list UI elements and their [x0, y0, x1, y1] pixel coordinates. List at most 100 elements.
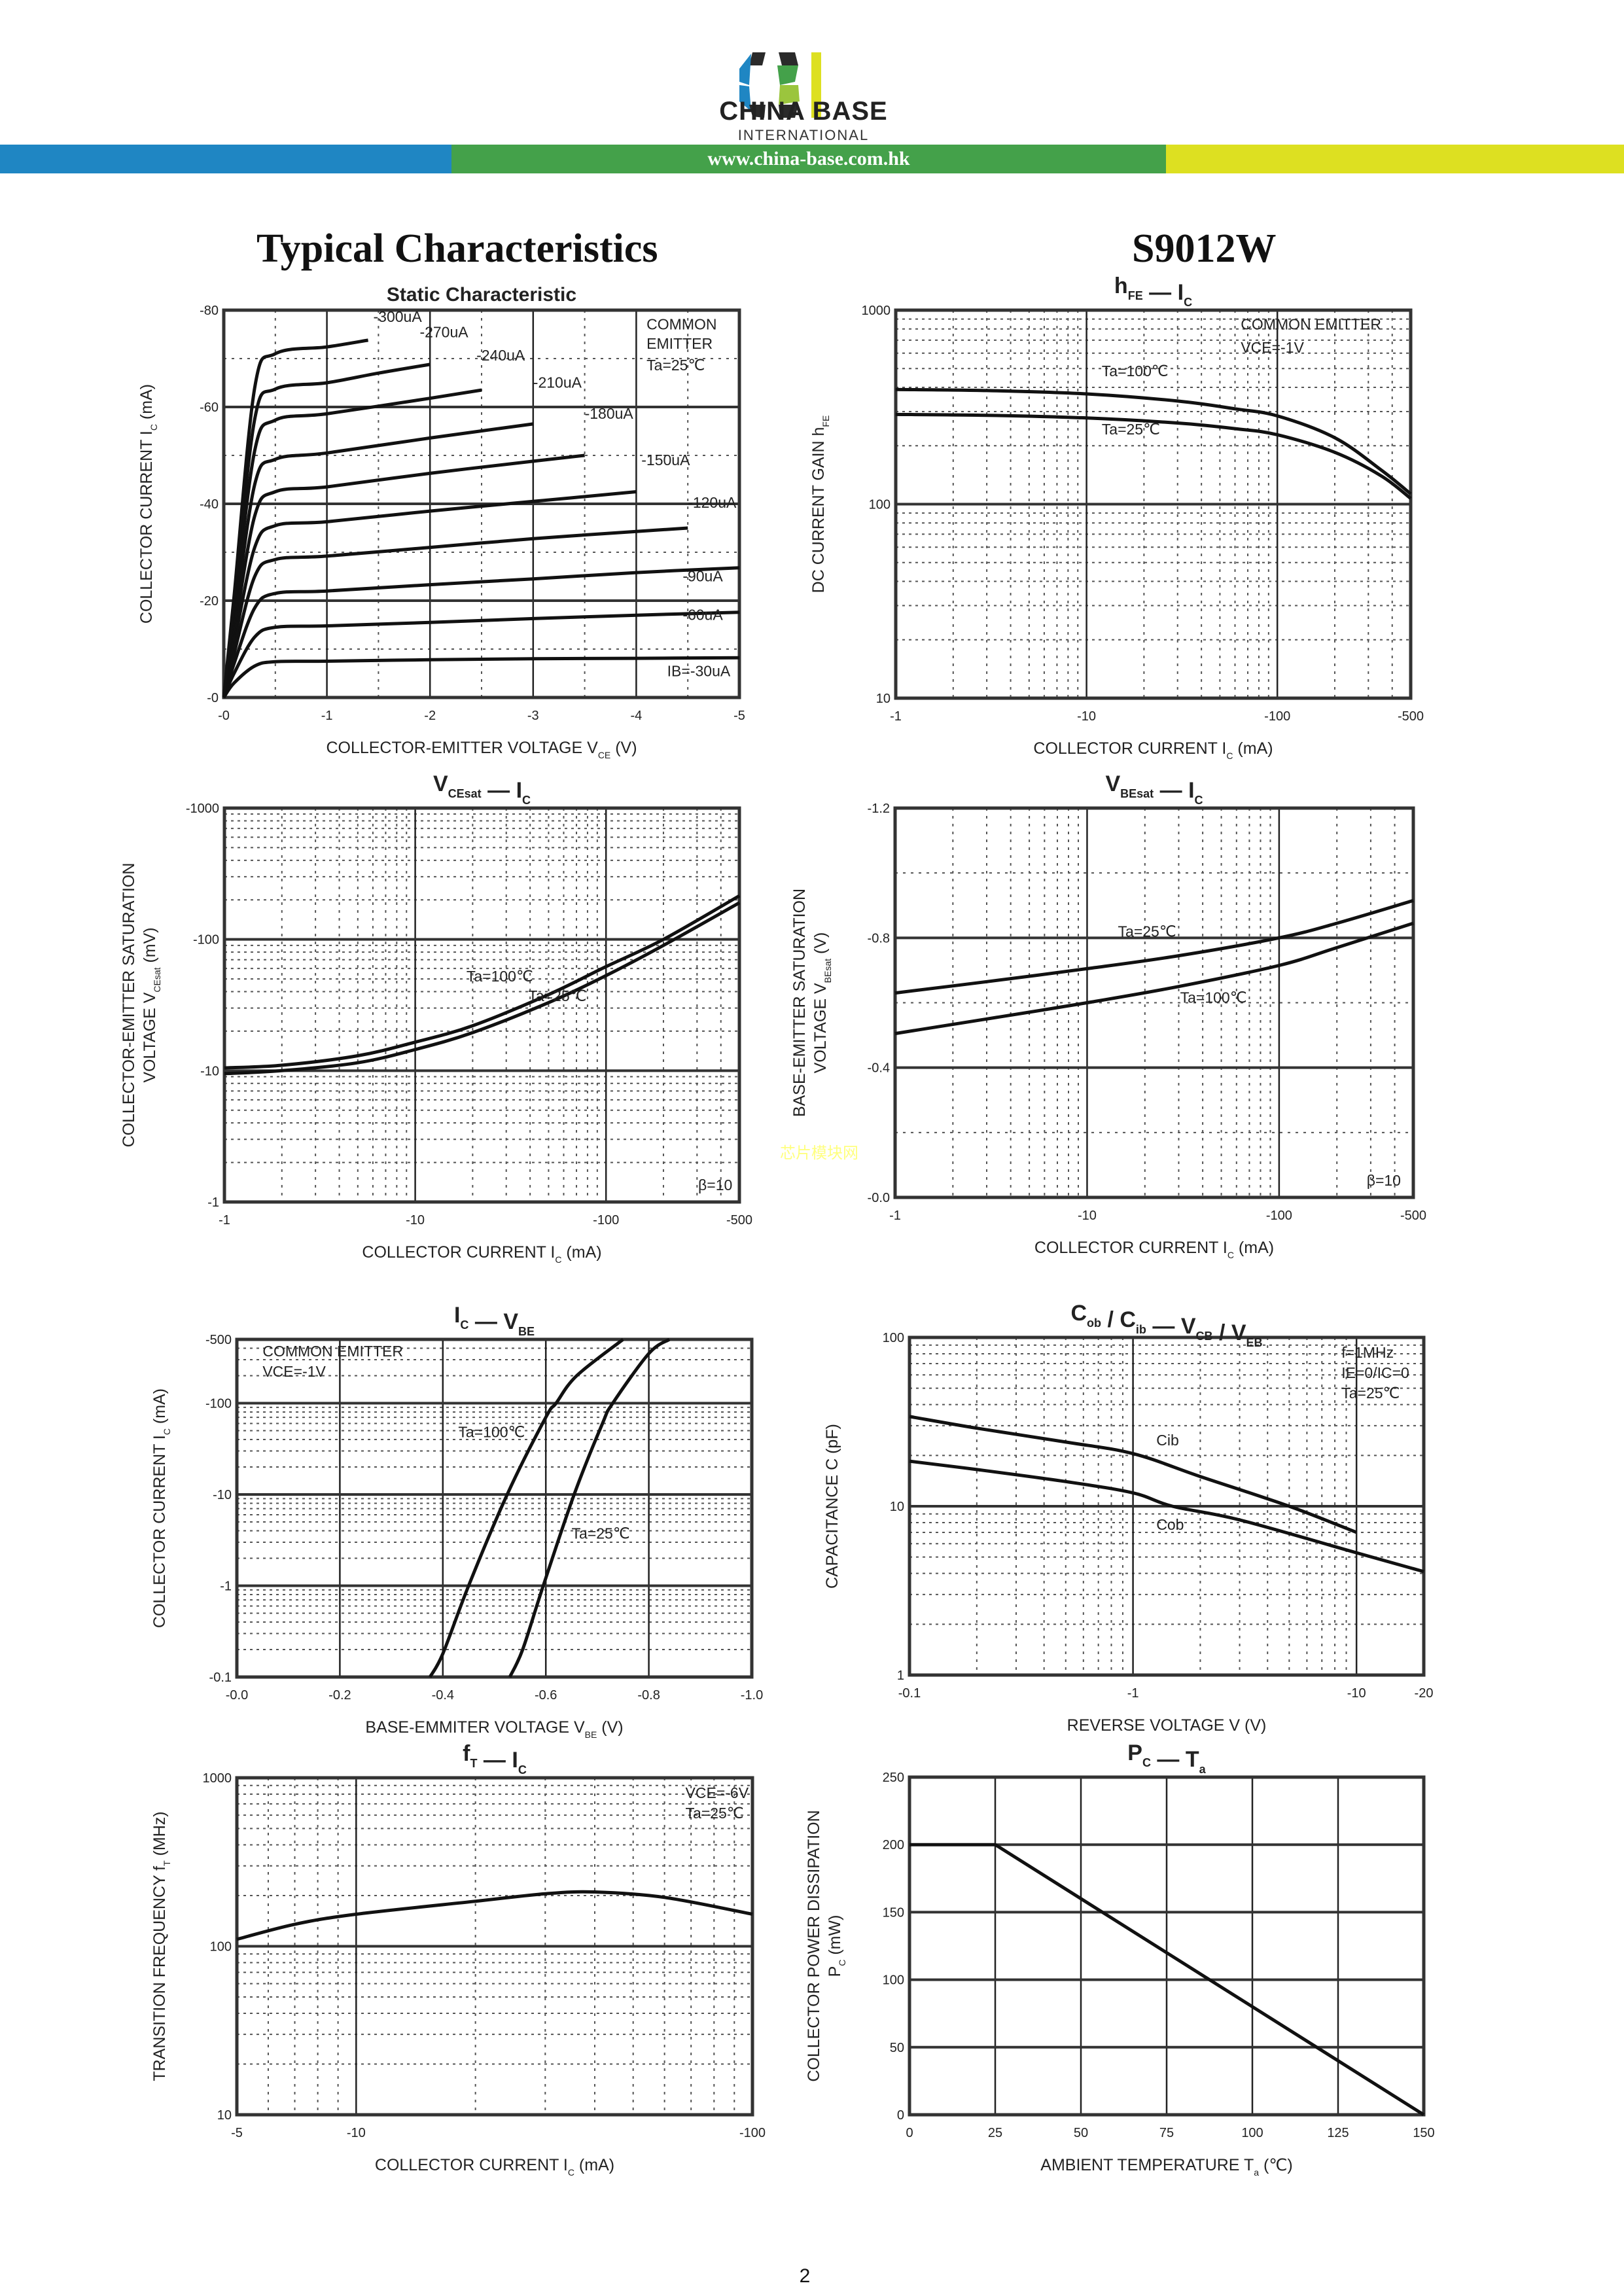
- title-part: P: [1127, 1740, 1142, 1765]
- title-sub: CB: [1196, 1330, 1213, 1343]
- title-separator: —: [1143, 280, 1178, 305]
- x-tick-label: 150: [1413, 2126, 1434, 2140]
- y-tick-label: -60: [200, 400, 219, 415]
- chart-static: -0 -1 -2 -3 -4 -5 -0 -20 -40 -60 -80 Static Charact…: [137, 284, 745, 760]
- x-tick-label: -5: [733, 709, 745, 723]
- title-sub: C: [1184, 296, 1192, 309]
- x-axis-label-sub: C: [568, 2167, 574, 2178]
- x-axis-label: COLLECTOR CURRENT IC (mA): [1033, 739, 1273, 761]
- x-axis-label: COLLECTOR CURRENT IC (mA): [375, 2156, 614, 2178]
- company-logo: [739, 52, 821, 118]
- y-tick-label: 100: [883, 1331, 904, 1345]
- x-tick-label: -0.8: [637, 1688, 660, 1703]
- y-tick-label: 10: [217, 2108, 232, 2123]
- series-line--180uA: [222, 453, 585, 698]
- y-tick-label: -40: [200, 497, 219, 512]
- chart-annotation: Ta=25℃: [1341, 1385, 1400, 1402]
- title-sub: C: [522, 794, 531, 807]
- y-axis-label-unit: (mW): [826, 1915, 844, 1960]
- gridlines: [236, 1776, 754, 2116]
- y-axis-label-text: COLLECTOR-EMITTER SATURATION: [120, 863, 138, 1148]
- x-axis-label-sub: CE: [598, 750, 610, 760]
- title-separator: /: [1101, 1307, 1120, 1332]
- x-axis-label-sub: BE: [585, 1729, 597, 1740]
- chart-annotation: COMMON EMITTER: [262, 1343, 403, 1360]
- watermark: 芯片模块网: [780, 1144, 858, 1162]
- x-tick-label: 75: [1159, 2126, 1174, 2140]
- x-tick-label: -3: [527, 709, 539, 723]
- series-line-Ta-25-: [508, 1337, 671, 1678]
- x-axis-label-main: COLLECTOR CURRENT I: [375, 2156, 568, 2174]
- x-tick-label: -0.4: [432, 1688, 454, 1703]
- chart-title: VBEsat — IC: [1105, 771, 1203, 807]
- series-label: Cib: [1156, 1432, 1179, 1449]
- title-part: h: [1114, 274, 1128, 298]
- y-tick-label: -500: [205, 1333, 232, 1347]
- x-tick-label: -100: [1264, 709, 1290, 724]
- series-line-Ta-100-: [428, 1338, 624, 1678]
- company-name: CHINA BASE: [719, 97, 888, 126]
- title-sub: FE: [1128, 289, 1143, 302]
- x-tick-label: -5: [231, 2126, 243, 2140]
- title-separator: —: [1154, 778, 1188, 803]
- x-axis-label: COLLECTOR CURRENT IC (mA): [1034, 1239, 1274, 1260]
- chart-title: IC — VBE: [454, 1303, 535, 1338]
- x-axis-label-unit: (℃): [1259, 2156, 1293, 2174]
- y-tick-label: 100: [883, 1973, 904, 1988]
- series-label: Ta=100℃: [1102, 362, 1169, 380]
- company-subtitle: INTERNATIONAL: [737, 127, 870, 143]
- x-tick-label: -1: [889, 1209, 901, 1223]
- y-tick-label: 10: [890, 1500, 904, 1514]
- chart-title: hFE — IC: [1114, 274, 1192, 309]
- x-tick-label: -20: [1415, 1686, 1434, 1701]
- website-url[interactable]: www.china-base.com.hk: [707, 148, 910, 169]
- title-part: I: [454, 1303, 460, 1328]
- gridlines: [908, 1776, 1425, 2116]
- y-tick-label: -1: [220, 1580, 232, 1594]
- title-separator: —: [477, 1748, 512, 1773]
- series-line-Ta-25-: [894, 898, 1414, 995]
- y-axis-label: COLLECTOR-EMITTER SATURATION VOLTAGE VCEs…: [120, 863, 162, 1148]
- y-axis-label-text-2: PC (mW): [826, 1915, 847, 1977]
- series-line--300uA: [222, 338, 368, 698]
- series-line-Ta-25-: [895, 412, 1412, 500]
- y-axis-label-unit: (mA): [150, 1388, 169, 1428]
- y-axis-label-sub: C: [837, 1960, 847, 1966]
- title-part: T: [1186, 1747, 1199, 1772]
- x-axis-label-unit: (mA): [1234, 1239, 1274, 1257]
- y-axis-label-main: COLLECTOR CURRENT I: [137, 431, 156, 624]
- y-axis-label-unit: (V): [811, 932, 830, 959]
- series-label: IB=-30uA: [667, 662, 731, 679]
- series-label: -270uA: [419, 323, 468, 340]
- chart-annotation: β=10: [698, 1176, 732, 1193]
- y-axis-label: COLLECTOR CURRENT IC (mA): [137, 384, 159, 624]
- title-separator: —: [1146, 1314, 1181, 1339]
- series-line-Cob: [909, 1459, 1424, 1574]
- series-line-Ta-100-: [224, 894, 741, 1070]
- y-axis-label-text: TRANSITION FREQUENCY fT (MHz): [150, 1811, 172, 2081]
- y-tick-label: -0.4: [868, 1061, 890, 1076]
- chart-annotation: IE=0/IC=0: [1341, 1364, 1409, 1381]
- page-title: Typical Characteristics: [256, 226, 658, 271]
- y-axis-label-text: COLLECTOR CURRENT IC (mA): [150, 1388, 172, 1628]
- title-sub: C: [1142, 1756, 1151, 1769]
- series-line--150uA: [222, 490, 637, 698]
- plot-frame: [908, 1775, 1426, 2117]
- plot-frame: [908, 1335, 1426, 1677]
- title-part: f: [463, 1741, 470, 1766]
- series-label: Ta=25℃: [528, 987, 586, 1004]
- y-tick-label: -1.2: [868, 802, 890, 816]
- y-tick-label: -0: [207, 691, 219, 705]
- gridlines: [236, 1338, 753, 1678]
- series-label: -60uA: [682, 607, 723, 624]
- x-tick-label: 50: [1074, 2126, 1088, 2140]
- title-part: V: [1105, 771, 1120, 796]
- y-axis-label-sub: BEsat: [822, 959, 833, 983]
- title-sub: C: [460, 1318, 468, 1332]
- title-separator: —: [468, 1309, 503, 1334]
- y-axis-label: COLLECTOR POWER DISSIPATION PC (mW): [805, 1810, 847, 2081]
- x-tick-label: -4: [631, 709, 643, 723]
